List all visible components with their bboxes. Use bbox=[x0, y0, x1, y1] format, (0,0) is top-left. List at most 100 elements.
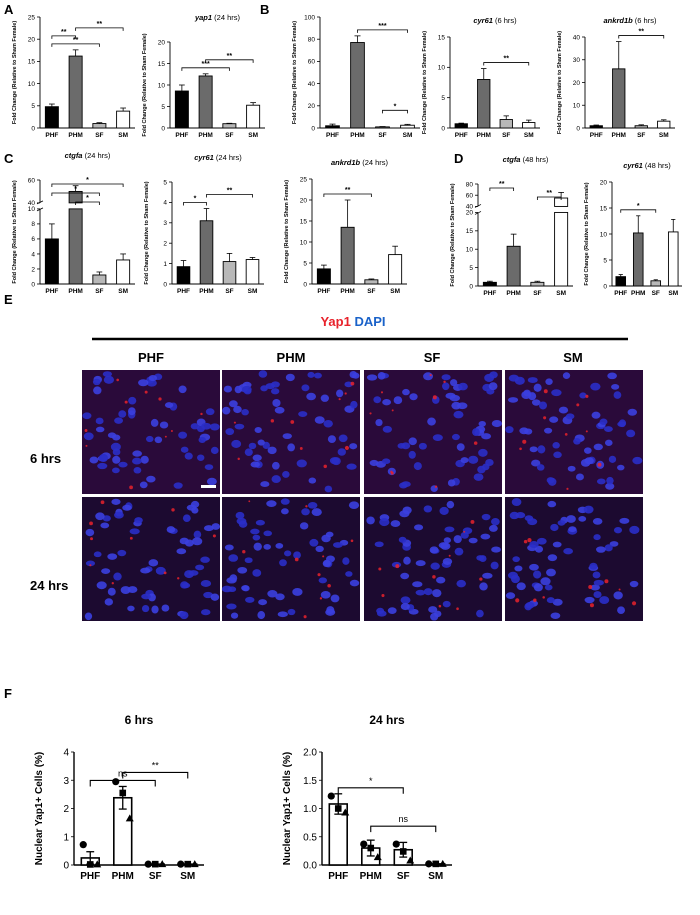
data-point bbox=[438, 859, 447, 867]
nucleus bbox=[342, 557, 350, 565]
nucleus bbox=[146, 475, 156, 483]
y-tick-label: 8 bbox=[31, 221, 35, 228]
nucleus bbox=[301, 384, 310, 392]
x-tick-label: SF bbox=[378, 132, 386, 139]
y-tick-label: 5 bbox=[31, 103, 35, 110]
nucleus bbox=[254, 427, 262, 433]
nucleus bbox=[488, 382, 498, 391]
significance-bracket bbox=[89, 779, 156, 787]
significance-label: ** bbox=[227, 53, 233, 60]
y-tick-label: 10 bbox=[28, 81, 36, 88]
bar-phm bbox=[198, 75, 213, 129]
bar-phm-lower bbox=[68, 208, 83, 285]
nucleus bbox=[110, 442, 121, 451]
nucleus bbox=[148, 375, 158, 382]
bar-sm bbox=[667, 231, 679, 287]
y-axis-label: Nuclear Yap1+ Cells (%) bbox=[34, 752, 45, 865]
nucleus bbox=[512, 556, 520, 563]
nucleus bbox=[345, 571, 353, 577]
nucleus bbox=[182, 514, 191, 522]
yap1-signal bbox=[344, 392, 347, 395]
yap1-signal bbox=[523, 539, 528, 544]
nucleus bbox=[447, 479, 456, 487]
nucleus bbox=[253, 542, 262, 551]
bar-sm bbox=[245, 259, 260, 285]
nucleus bbox=[266, 500, 277, 507]
yap1-signal bbox=[237, 457, 240, 461]
nucleus bbox=[529, 540, 539, 549]
yap1-signal bbox=[470, 519, 475, 524]
yap1-signal bbox=[89, 564, 92, 567]
bar-sm bbox=[400, 124, 415, 129]
nucleus bbox=[480, 533, 491, 540]
nucleus bbox=[584, 447, 592, 454]
nucleus bbox=[93, 386, 102, 395]
nucleus bbox=[112, 455, 121, 464]
nucleus bbox=[593, 534, 601, 541]
nucleus bbox=[468, 455, 479, 464]
nucleus bbox=[118, 410, 127, 418]
nucleus bbox=[95, 512, 105, 521]
nucleus bbox=[154, 436, 163, 444]
nucleus bbox=[228, 554, 239, 562]
gene-name: ankrd1b bbox=[604, 16, 634, 25]
nucleus bbox=[414, 524, 424, 531]
bar-sf bbox=[92, 274, 107, 285]
nucleus bbox=[531, 459, 541, 467]
x-tick-label: SM bbox=[248, 132, 258, 139]
nucleus bbox=[608, 455, 617, 463]
data-point bbox=[86, 861, 94, 868]
yap1-signal bbox=[111, 582, 114, 585]
nucleus bbox=[536, 464, 545, 471]
nucleus bbox=[225, 428, 235, 436]
y-tick-label: 0 bbox=[31, 281, 35, 288]
nucleus bbox=[490, 561, 499, 570]
timepoint: (6 hrs) bbox=[633, 16, 657, 25]
y-axis-label: Fold Change (Relative to Sham Female) bbox=[12, 180, 18, 283]
significance-bracket bbox=[483, 62, 530, 66]
nucleus bbox=[443, 537, 452, 544]
y-tick-label: 0 bbox=[603, 283, 607, 290]
significance-bracket bbox=[51, 35, 77, 39]
nucleus bbox=[114, 511, 124, 519]
nucleus bbox=[418, 442, 427, 450]
nucleus bbox=[241, 408, 249, 416]
nucleus bbox=[200, 556, 210, 563]
x-tick-label: SM bbox=[248, 288, 258, 295]
nucleus bbox=[514, 565, 523, 572]
nucleus bbox=[138, 379, 149, 387]
nucleus bbox=[260, 481, 270, 488]
nucleus bbox=[369, 459, 379, 467]
panel-letter-c: C bbox=[4, 151, 14, 166]
nucleus bbox=[122, 504, 132, 511]
yap1-signal bbox=[170, 429, 173, 433]
x-tick-label: PHF bbox=[455, 132, 468, 139]
nucleus bbox=[280, 498, 290, 505]
nucleus bbox=[604, 439, 613, 446]
nucleus bbox=[393, 396, 403, 405]
yap1-signal bbox=[85, 444, 88, 447]
x-tick-label: SF bbox=[225, 288, 233, 295]
chart-F2: 0.0 0.5 1.0 1.5 2.0 PHF PHM SF SM * ns Nuclear Yap1… bbox=[282, 713, 452, 882]
bar-sf bbox=[364, 279, 379, 285]
nucleus bbox=[132, 450, 142, 457]
nucleus bbox=[307, 502, 318, 509]
y-tick-label: 0.5 bbox=[303, 832, 317, 843]
nucleus bbox=[349, 370, 358, 379]
significance-bracket bbox=[323, 193, 372, 197]
nucleus bbox=[434, 610, 442, 618]
nucleus bbox=[141, 593, 151, 600]
nucleus bbox=[200, 579, 212, 587]
timepoint: (48 hrs) bbox=[643, 161, 671, 170]
nucleus bbox=[479, 582, 488, 591]
chart-D2: 0 5 10 15 20 PHF PHM SF SM * Fold Change (Relative… bbox=[584, 161, 682, 297]
nucleus bbox=[516, 582, 526, 591]
significance-bracket bbox=[382, 109, 408, 114]
nucleus bbox=[546, 597, 555, 604]
yap1-signal bbox=[456, 607, 459, 611]
yap1-signal bbox=[200, 412, 203, 416]
yap1-signal bbox=[90, 537, 94, 541]
chart-title: cyr61 (6 hrs) bbox=[473, 16, 517, 25]
nucleus bbox=[468, 537, 478, 544]
